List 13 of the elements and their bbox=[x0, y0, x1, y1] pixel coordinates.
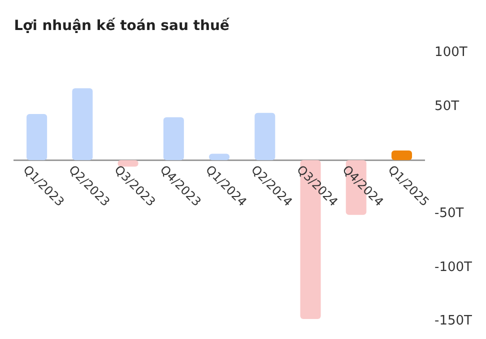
chart-title: Lợi nhuận kế toán sau thuế bbox=[14, 17, 230, 34]
bar bbox=[209, 154, 230, 160]
bar bbox=[26, 114, 48, 160]
y-tick-label: 50T bbox=[434, 98, 460, 114]
y-tick-label: 100T bbox=[434, 45, 468, 60]
y-tick-label: -150T bbox=[434, 314, 472, 329]
bar bbox=[72, 88, 93, 160]
bar bbox=[254, 112, 276, 160]
bar bbox=[118, 160, 138, 167]
y-tick-label: -100T bbox=[434, 260, 472, 275]
bar bbox=[163, 117, 184, 160]
y-tick-label: -50T bbox=[434, 206, 464, 222]
bar bbox=[391, 150, 412, 160]
